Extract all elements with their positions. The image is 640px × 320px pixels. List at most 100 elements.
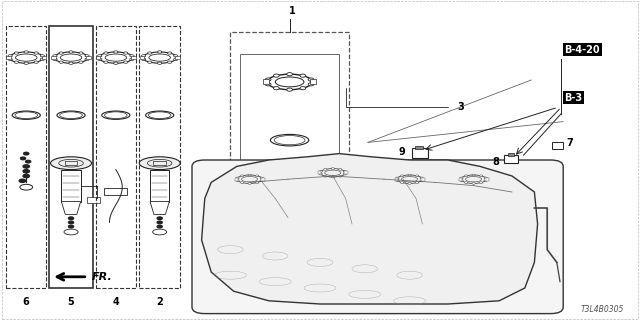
Bar: [552, 142, 563, 149]
Ellipse shape: [140, 157, 180, 170]
Ellipse shape: [104, 61, 108, 63]
Bar: [415, 146, 423, 149]
Ellipse shape: [59, 52, 63, 54]
Ellipse shape: [241, 175, 244, 177]
Ellipse shape: [152, 229, 166, 235]
Ellipse shape: [401, 175, 404, 177]
Ellipse shape: [79, 61, 83, 63]
Ellipse shape: [343, 173, 346, 175]
Bar: [96, 56, 100, 60]
Bar: [263, 79, 269, 84]
Ellipse shape: [479, 182, 483, 183]
Ellipse shape: [12, 111, 40, 119]
Ellipse shape: [271, 134, 309, 146]
Text: 9: 9: [398, 147, 405, 157]
Bar: [344, 172, 348, 174]
Ellipse shape: [236, 180, 239, 181]
Bar: [261, 178, 264, 180]
Ellipse shape: [124, 52, 128, 54]
Bar: [459, 178, 462, 180]
Ellipse shape: [114, 62, 118, 64]
Ellipse shape: [401, 182, 404, 183]
Text: 6: 6: [23, 297, 29, 308]
Circle shape: [68, 225, 74, 228]
Ellipse shape: [8, 58, 12, 60]
Bar: [6, 56, 11, 60]
Ellipse shape: [98, 55, 102, 57]
Ellipse shape: [266, 83, 271, 86]
Polygon shape: [61, 202, 81, 214]
Ellipse shape: [260, 180, 263, 181]
Ellipse shape: [148, 52, 152, 54]
Ellipse shape: [236, 177, 239, 179]
Ellipse shape: [53, 58, 57, 60]
Bar: [318, 172, 321, 174]
Circle shape: [24, 152, 29, 155]
Ellipse shape: [339, 169, 342, 170]
Ellipse shape: [308, 78, 314, 81]
Ellipse shape: [157, 62, 162, 64]
Ellipse shape: [287, 73, 292, 76]
Bar: [175, 56, 180, 60]
Ellipse shape: [59, 61, 63, 63]
Ellipse shape: [287, 88, 292, 91]
Ellipse shape: [168, 61, 172, 63]
Ellipse shape: [300, 87, 306, 90]
Polygon shape: [150, 202, 169, 214]
Ellipse shape: [331, 176, 335, 178]
Ellipse shape: [324, 169, 327, 170]
Text: 8: 8: [492, 156, 499, 167]
Ellipse shape: [24, 51, 28, 53]
Bar: [395, 178, 398, 180]
Bar: [61, 170, 81, 202]
Polygon shape: [202, 154, 538, 304]
Ellipse shape: [14, 52, 19, 54]
Bar: [87, 197, 100, 203]
Bar: [42, 56, 46, 60]
Ellipse shape: [460, 177, 463, 179]
Ellipse shape: [98, 58, 102, 60]
Ellipse shape: [255, 182, 259, 183]
Bar: [240, 54, 339, 182]
Bar: [139, 26, 180, 288]
Ellipse shape: [339, 175, 342, 177]
Ellipse shape: [248, 182, 252, 184]
Ellipse shape: [472, 174, 476, 176]
Ellipse shape: [124, 61, 128, 63]
Ellipse shape: [273, 87, 279, 90]
Ellipse shape: [34, 61, 38, 63]
Ellipse shape: [420, 180, 423, 181]
Circle shape: [19, 179, 26, 182]
Ellipse shape: [130, 55, 134, 57]
Ellipse shape: [141, 58, 146, 60]
Text: 3: 3: [458, 102, 465, 112]
Bar: [51, 56, 56, 60]
Text: 4: 4: [113, 297, 119, 308]
Ellipse shape: [343, 171, 346, 172]
FancyBboxPatch shape: [192, 160, 563, 314]
Bar: [485, 178, 488, 180]
Ellipse shape: [260, 177, 263, 179]
Ellipse shape: [460, 180, 463, 181]
Ellipse shape: [300, 74, 306, 77]
Circle shape: [20, 157, 26, 160]
Ellipse shape: [396, 177, 399, 179]
Bar: [140, 56, 145, 60]
Bar: [150, 170, 169, 202]
Circle shape: [68, 221, 74, 224]
Ellipse shape: [472, 182, 476, 184]
Ellipse shape: [173, 58, 178, 60]
Circle shape: [68, 217, 74, 220]
Ellipse shape: [85, 58, 89, 60]
Ellipse shape: [57, 111, 85, 119]
Ellipse shape: [40, 58, 44, 60]
Ellipse shape: [266, 78, 271, 81]
Ellipse shape: [465, 182, 468, 183]
Ellipse shape: [102, 111, 130, 119]
Bar: [421, 178, 424, 180]
Bar: [310, 79, 316, 84]
Ellipse shape: [331, 168, 335, 170]
Ellipse shape: [173, 55, 178, 57]
Circle shape: [157, 225, 163, 228]
Ellipse shape: [64, 229, 78, 235]
